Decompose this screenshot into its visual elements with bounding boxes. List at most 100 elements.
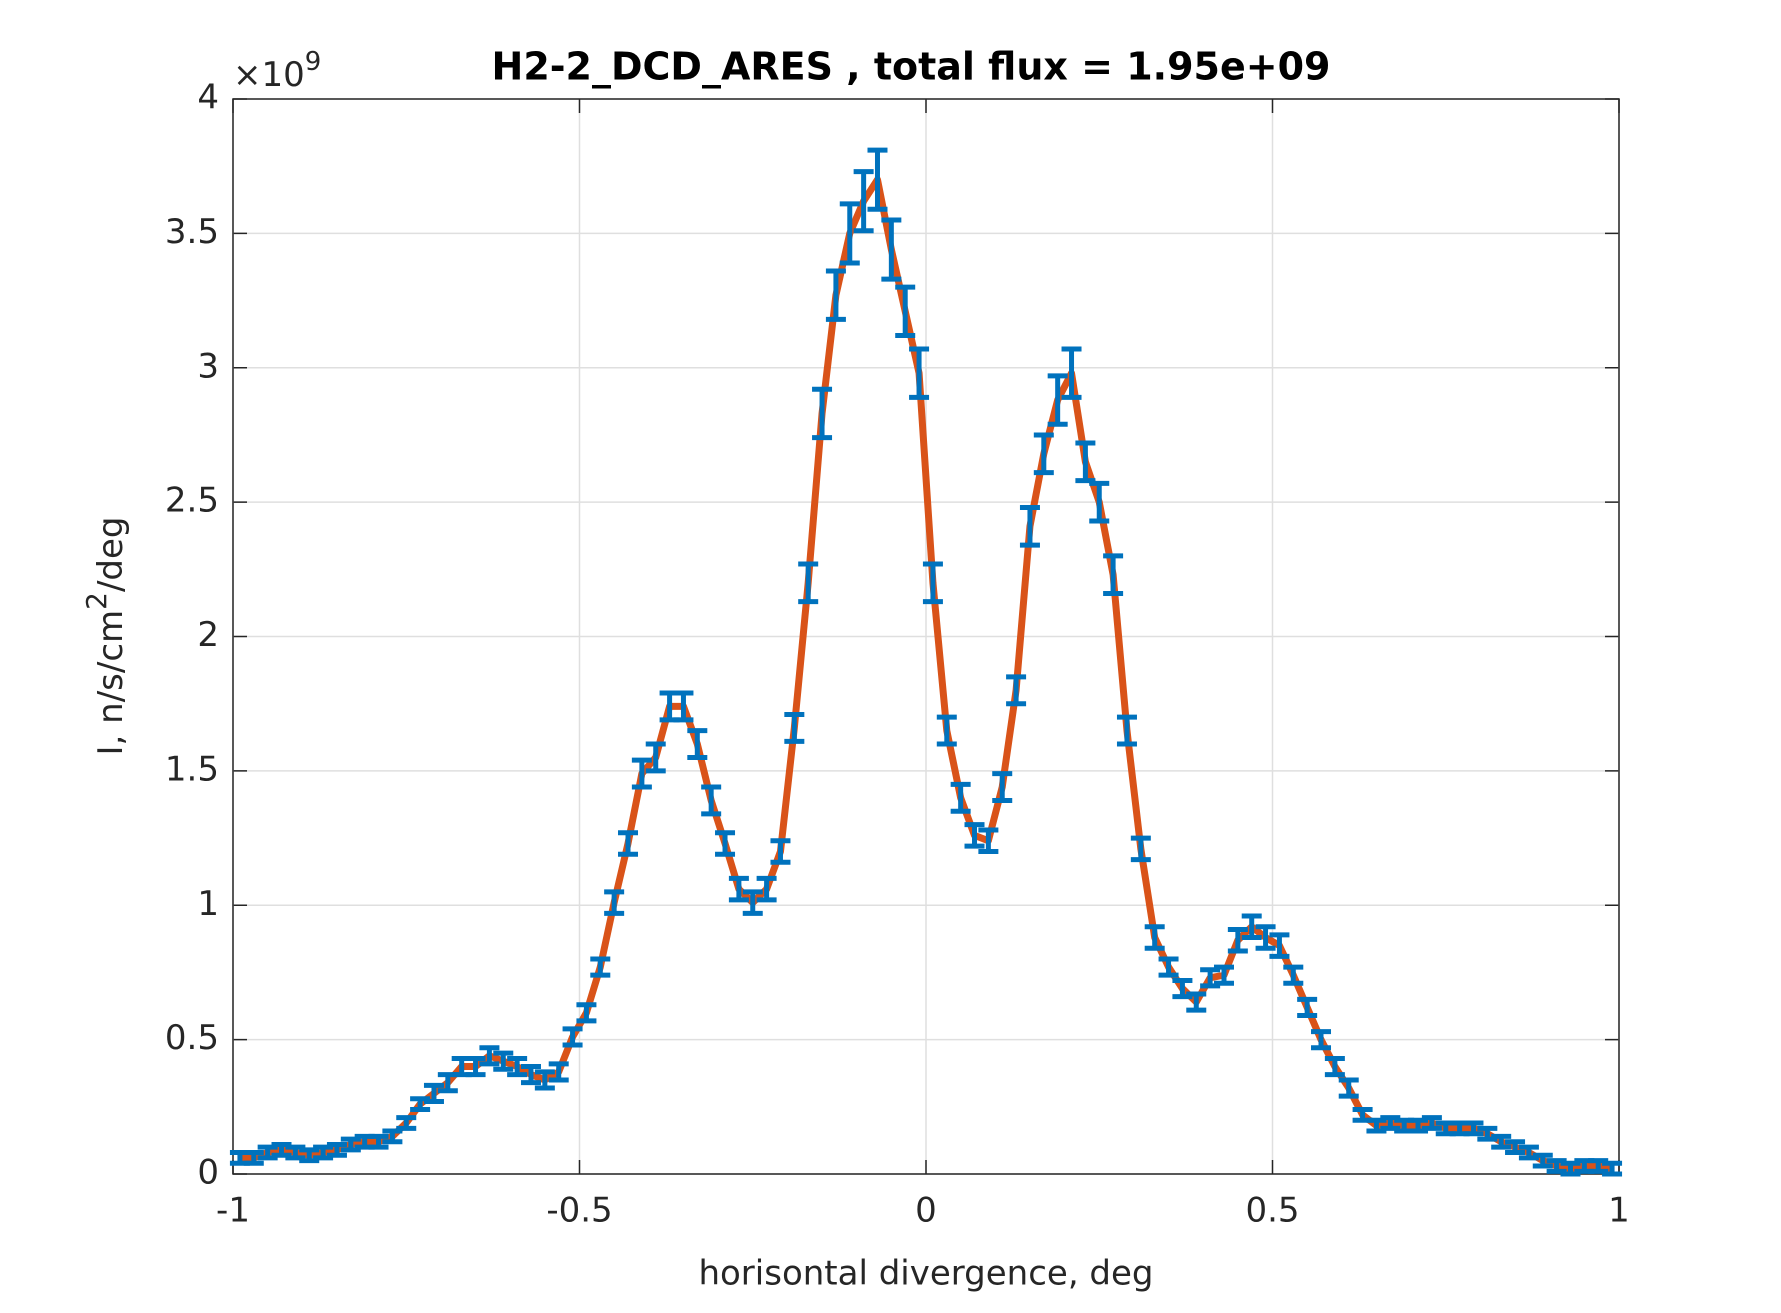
error-bar [812,386,833,441]
y-label-part: I, n/s/cm [91,610,131,756]
y-tick-label: 2.5 [165,481,219,521]
error-bar [853,169,874,234]
error-bar [1186,991,1207,1013]
error-bar [715,830,736,857]
error-bar [1019,505,1040,548]
x-tick-label: 1 [1608,1191,1630,1231]
error-bar [756,875,777,903]
error-bar [340,1136,361,1153]
error-bar [1421,1115,1442,1131]
error-bar [1255,924,1276,951]
error-bar [1130,835,1151,863]
error-bar [1560,1160,1581,1177]
error-bar [867,147,888,212]
error-bar [1047,373,1068,427]
error-bar [1103,553,1124,596]
y-tick-label: 3.5 [165,212,219,252]
error-bar [562,1026,583,1048]
y-tick-label: 4 [197,78,219,118]
error-bar [1477,1125,1498,1142]
y-axis-label: I, n/s/cm2/deg [80,516,131,755]
error-bar [1491,1133,1512,1150]
error-bar [1463,1120,1484,1137]
axes-box [232,98,1620,1175]
error-bar [1311,1029,1332,1051]
error-bar [673,690,694,723]
y-label-part: /deg [91,516,131,592]
error-bar [825,268,846,322]
x-tick-label: 0 [915,1191,937,1231]
error-bar [950,781,971,814]
error-bar [493,1050,514,1072]
chart-title: H2-2_DCD_ARES , total flux = 1.95e+09 [492,45,1331,89]
error-bar [1006,674,1027,707]
error-bar [604,889,625,916]
error-bar [1366,1117,1387,1134]
error-bar [1588,1158,1609,1174]
error-bar [534,1069,555,1091]
y-tick-label: 0.5 [165,1018,219,1058]
x-axis-label: horisontal divergence, deg [698,1254,1153,1294]
error-bar [479,1045,500,1067]
error-bar [423,1082,444,1104]
error-bar [742,889,763,916]
error-bar [701,784,722,817]
error-bar [1505,1139,1526,1155]
error-bar [1380,1115,1401,1131]
error-bar [1518,1144,1539,1161]
error-bar [1408,1117,1429,1134]
error-bar [922,561,943,605]
error-bar [1532,1152,1553,1169]
error-bar [576,1002,597,1024]
error-bar [687,728,708,760]
error-bar [313,1144,334,1161]
error-bar [770,838,791,865]
error-bar [1297,996,1318,1018]
error-bar [396,1115,417,1131]
error-bar [964,822,985,849]
error-bar [1269,932,1290,959]
error-bar [1324,1055,1345,1078]
error-bar [881,217,902,282]
y-multiplier-base: ×10 [233,55,305,95]
error-bar [895,284,916,338]
error-bar [520,1064,541,1086]
error-bar [507,1055,528,1078]
error-bar [1075,440,1096,484]
error-bar [909,346,930,400]
error-bar [978,827,999,854]
error-bar [1089,480,1110,524]
y-tick-label: 1 [197,884,219,924]
error-bar [1144,924,1165,951]
error-bar [798,561,819,605]
error-bar [465,1055,486,1078]
error-bar [243,1150,264,1166]
error-bar [631,757,652,790]
error-bar [1061,346,1082,400]
error-bar [1116,714,1137,747]
error-bar [618,830,639,857]
fit-line [239,176,1613,1173]
y-tick-label: 2 [197,615,219,655]
y-tick-label: 3 [197,346,219,386]
error-bar [1241,913,1262,940]
y-multiplier: ×109 [233,47,321,95]
error-bar [368,1133,389,1150]
error-bar [1338,1077,1359,1099]
y-tick-label: 1.5 [165,749,219,789]
error-bar [1172,978,1193,1000]
error-bar [548,1061,569,1083]
error-bar [1213,964,1234,986]
error-bar [326,1141,347,1158]
error-bar [1227,926,1248,954]
error-bar [285,1144,306,1161]
error-bar [645,741,666,774]
error-bar [1546,1158,1567,1174]
error-bar [839,201,860,266]
error-bar [1033,432,1054,476]
x-tick-label: -0.5 [546,1191,612,1231]
x-tick-label: 0.5 [1245,1191,1299,1231]
error-bar [590,956,611,978]
